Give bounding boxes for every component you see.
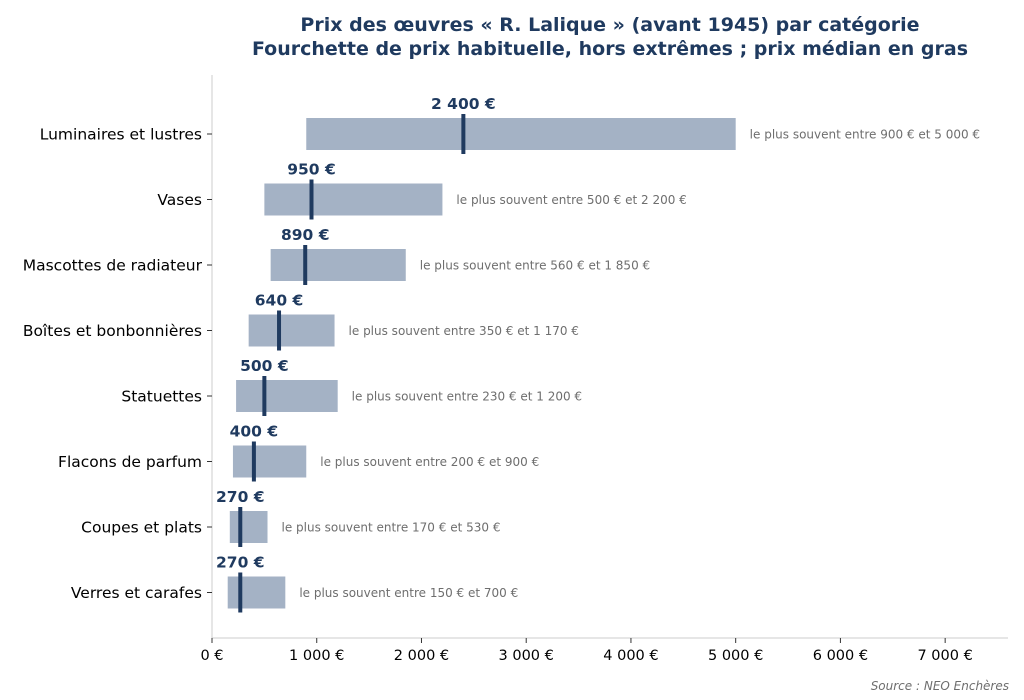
- range-bar: [229, 511, 268, 543]
- median-marker: [251, 441, 256, 482]
- median-label: 890 €: [281, 226, 330, 244]
- x-tick-label: 2 000 €: [394, 648, 449, 664]
- range-label: le plus souvent entre 350 € et 1 170 €: [349, 324, 579, 338]
- median-marker: [461, 114, 466, 154]
- range-label: le plus souvent entre 170 € et 530 €: [282, 521, 501, 535]
- median-marker: [277, 310, 282, 351]
- median-label: 2 400 €: [431, 95, 496, 113]
- x-tick-label: 5 000 €: [708, 648, 763, 664]
- category-label: Mascottes de radiateur: [23, 257, 203, 275]
- x-tick-label: 4 000 €: [603, 648, 658, 664]
- median-label: 950 €: [287, 161, 336, 179]
- x-tick-label: 0 €: [200, 648, 223, 664]
- category-label: Vases: [157, 191, 202, 209]
- range-bar: [248, 314, 335, 347]
- median-marker: [238, 572, 243, 613]
- category-label: Boîtes et bonbonnières: [23, 322, 202, 340]
- median-marker: [309, 179, 314, 220]
- chart-title: Prix des œuvres « R. Lalique » (avant 19…: [300, 14, 920, 36]
- category-label: Luminaires et lustres: [40, 126, 202, 144]
- category-label: Flacons de parfum: [58, 453, 202, 471]
- median-label: 500 €: [240, 357, 289, 375]
- median-marker: [303, 245, 308, 285]
- median-label: 400 €: [230, 423, 279, 441]
- median-marker: [262, 376, 267, 416]
- range-bar: [236, 380, 338, 412]
- median-label: 640 €: [255, 292, 304, 310]
- median-label: 270 €: [216, 488, 265, 506]
- range-label: le plus souvent entre 900 € et 5 000 €: [750, 128, 980, 142]
- median-label: 270 €: [216, 554, 265, 572]
- chart-source: Source : NEO Enchères: [870, 679, 1009, 693]
- range-bar: [227, 576, 286, 609]
- range-bar: [306, 118, 736, 150]
- category-label: Coupes et plats: [81, 519, 202, 537]
- x-tick-label: 3 000 €: [499, 648, 554, 664]
- range-label: le plus souvent entre 150 € et 700 €: [299, 586, 518, 600]
- range-bar: [232, 445, 307, 478]
- range-label: le plus souvent entre 230 € et 1 200 €: [352, 390, 582, 404]
- category-label: Statuettes: [121, 388, 202, 406]
- chart-subtitle: Fourchette de prix habituelle, hors extr…: [251, 38, 969, 60]
- range-bar: [270, 249, 406, 281]
- range-label: le plus souvent entre 560 € et 1 850 €: [420, 259, 650, 273]
- median-marker: [238, 507, 243, 547]
- range-bar: [264, 183, 443, 216]
- range-label: le plus souvent entre 500 € et 2 200 €: [456, 193, 686, 207]
- x-tick-label: 6 000 €: [813, 648, 868, 664]
- x-tick-label: 1 000 €: [289, 648, 344, 664]
- x-tick-label: 7 000 €: [917, 648, 972, 664]
- category-label: Verres et carafes: [71, 584, 202, 602]
- range-label: le plus souvent entre 200 € et 900 €: [320, 455, 539, 469]
